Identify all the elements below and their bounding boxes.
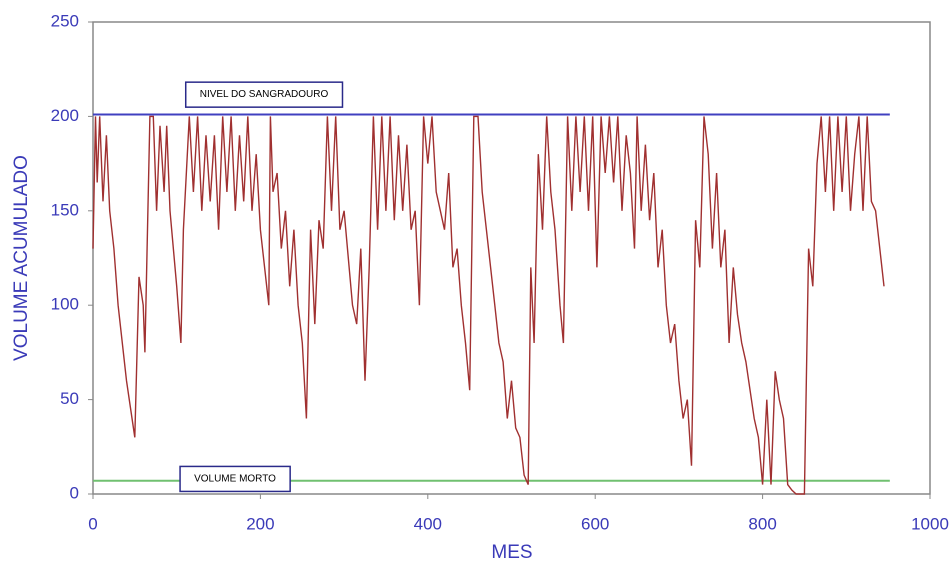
data-line: [92, 115, 885, 495]
annotation: VOLUME MORTO: [194, 473, 276, 484]
x-axis-label: MES: [491, 542, 532, 563]
annotation-box: [184, 81, 344, 108]
annotation-box: [179, 465, 291, 493]
x-tick-label: 200: [246, 514, 274, 533]
y-tick-label: 150: [51, 200, 79, 219]
x-tick-label: 0: [88, 514, 97, 533]
y-tick-label: 0: [70, 483, 79, 502]
y-axis-label: VOLUME ACUMULADO: [11, 155, 32, 361]
y-tick-label: 200: [51, 106, 79, 125]
x-tick-label: 1000: [911, 514, 949, 533]
annotation: NIVEL DO SANGRADOURO: [200, 89, 329, 100]
x-tick-label: 600: [581, 514, 609, 533]
x-tick-label: 400: [414, 514, 442, 533]
y-tick-label: 50: [60, 389, 79, 408]
x-tick-label: 800: [748, 514, 776, 533]
plot-frame: [92, 21, 931, 495]
y-tick-label: 100: [51, 295, 79, 314]
y-tick-label: 250: [51, 11, 79, 30]
